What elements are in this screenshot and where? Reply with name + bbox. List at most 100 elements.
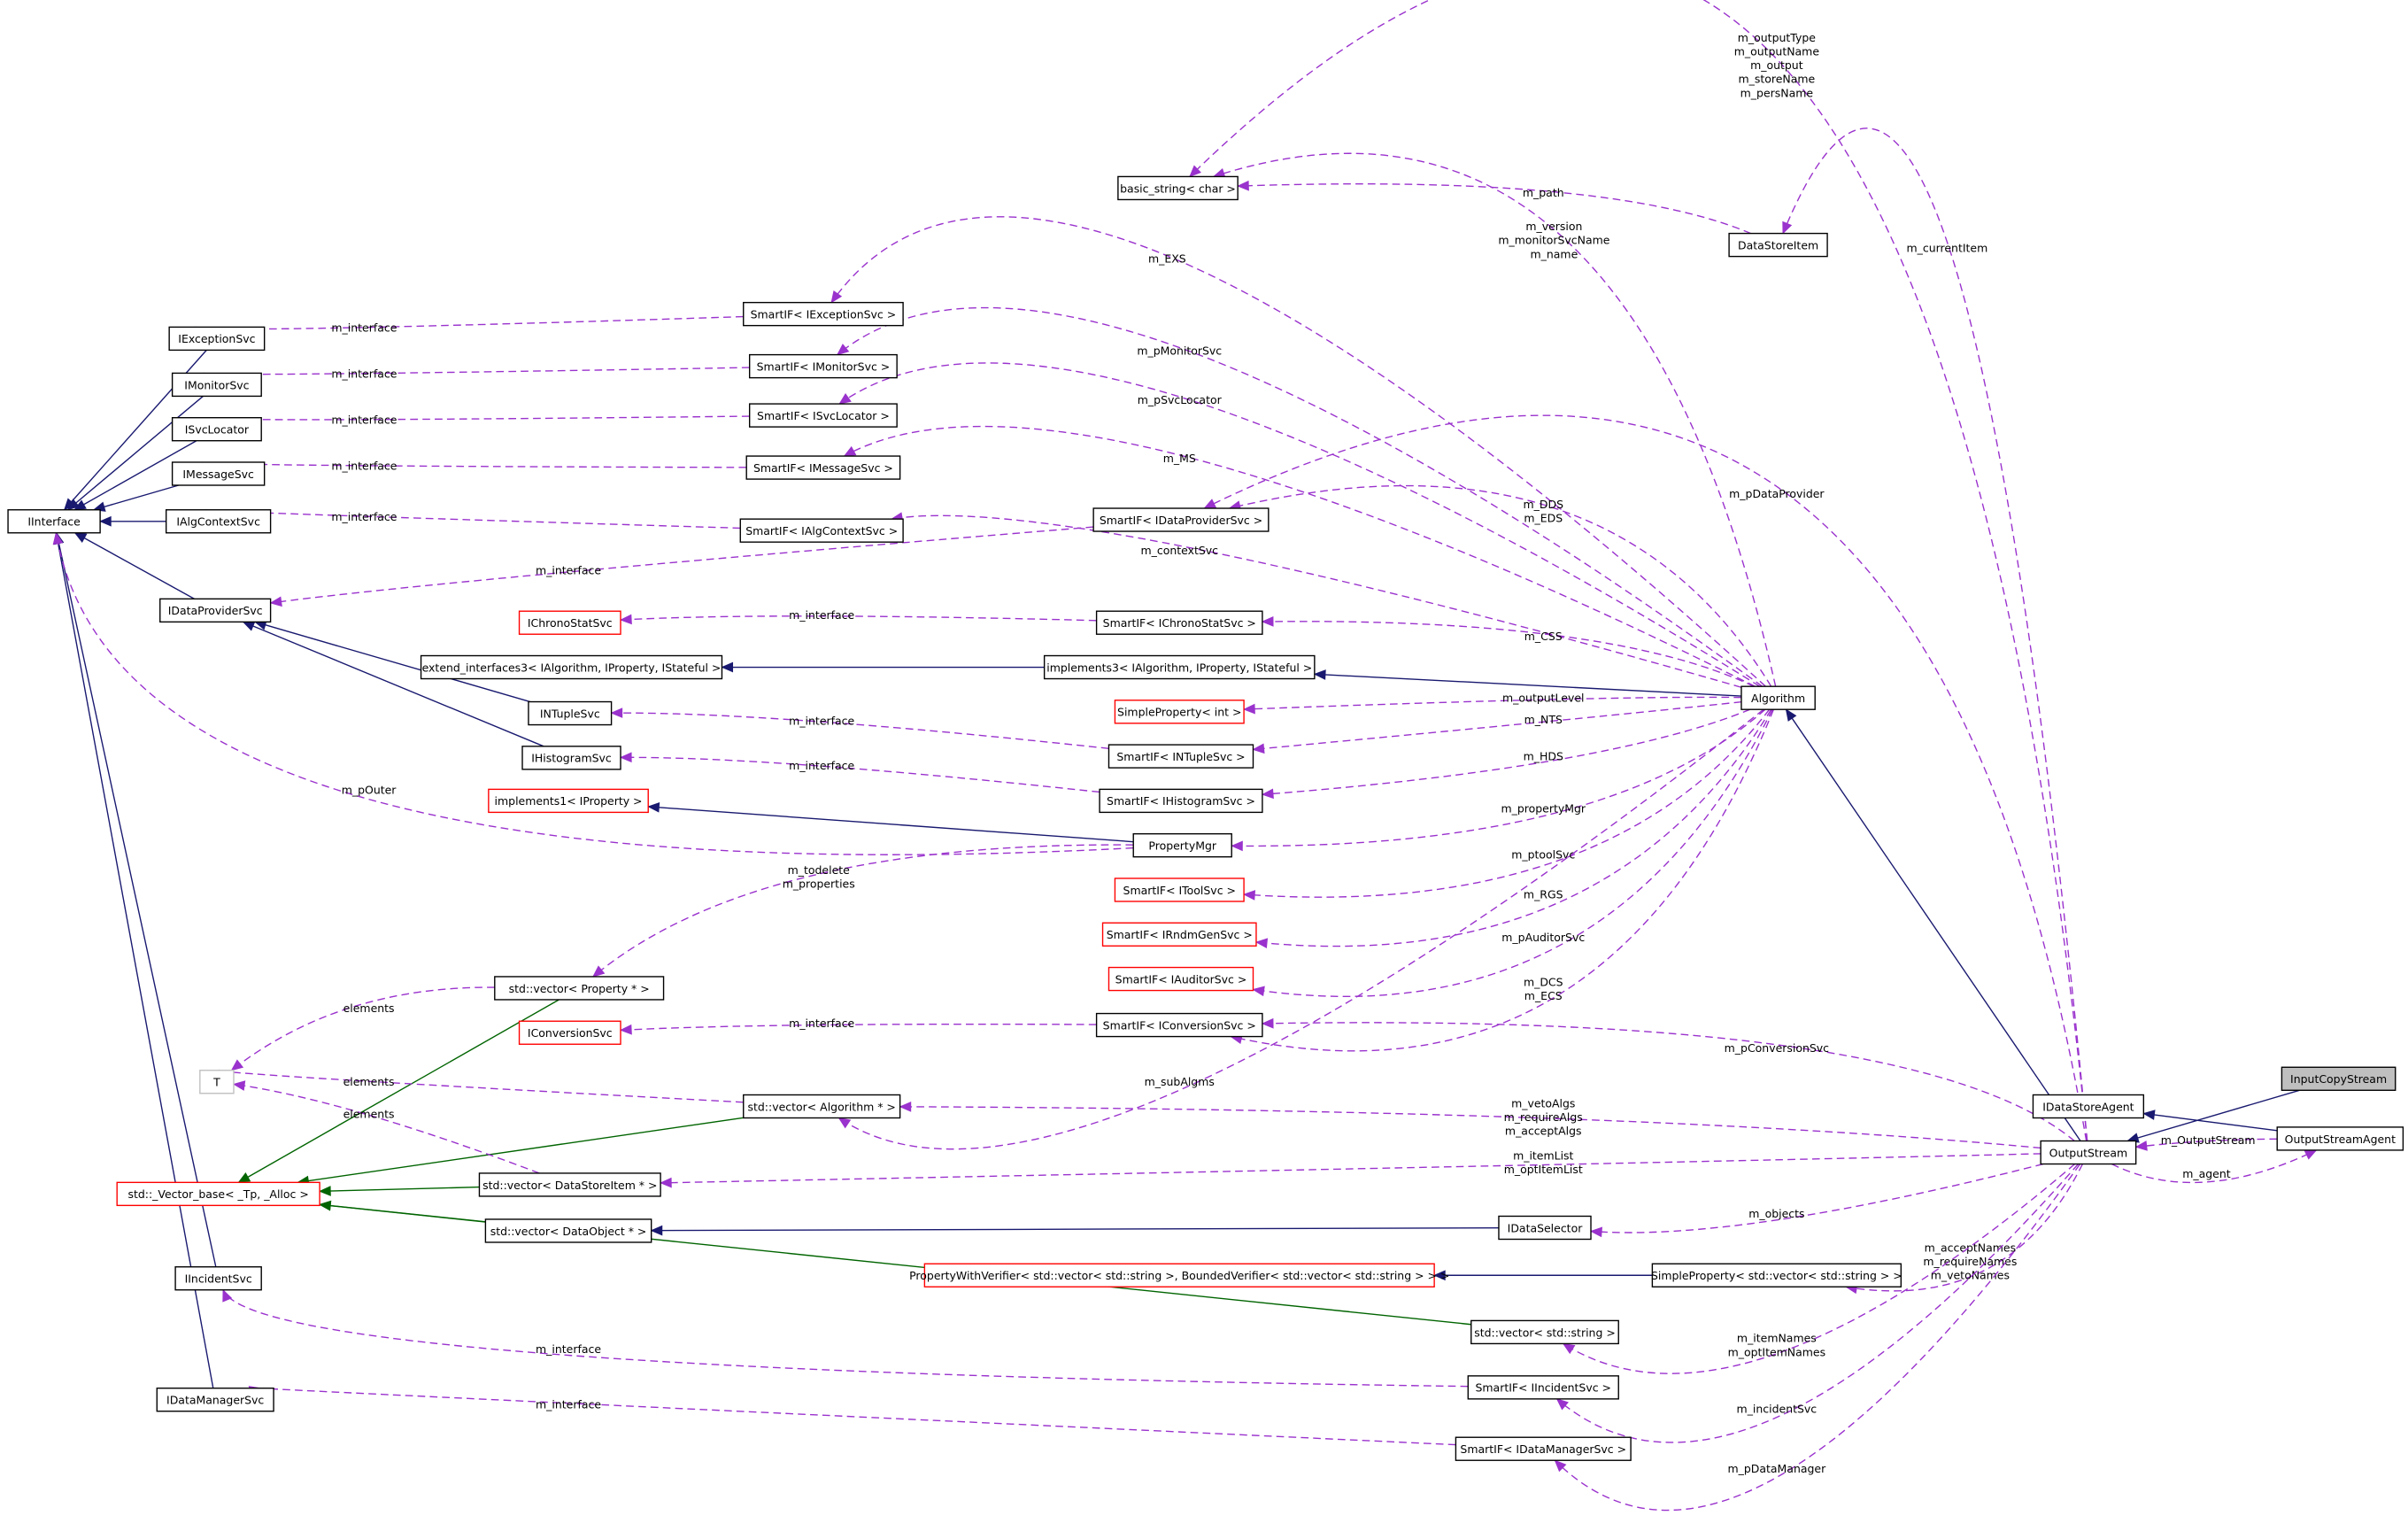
class-box bbox=[171, 372, 262, 398]
edge-line bbox=[830, 216, 1766, 687]
class-node-imon[interactable]: IMonitorSvc bbox=[171, 372, 262, 398]
class-node-ssvc[interactable]: SmartIF< ISvcLocator > bbox=[748, 403, 898, 428]
class-node-ialg[interactable]: IAlgContextSvc bbox=[165, 509, 272, 534]
arrowhead-icon bbox=[1189, 165, 1201, 178]
class-box bbox=[1498, 1215, 1592, 1241]
class-node-t[interactable]: T bbox=[199, 1070, 235, 1094]
class-node-isvc[interactable]: ISvcLocator bbox=[171, 417, 262, 442]
class-node-smon[interactable]: SmartIF< IMonitorSvc > bbox=[748, 353, 898, 379]
edge-line bbox=[1238, 183, 1751, 235]
edge-usage: m_interface bbox=[205, 509, 741, 530]
class-node-ids[interactable]: IDataSelector bbox=[1498, 1215, 1592, 1241]
class-node-smsg[interactable]: SmartIF< IMessageSvc > bbox=[745, 455, 901, 480]
class-name: SmartIF< ISvcLocator > bbox=[757, 409, 890, 422]
edge-line bbox=[233, 1083, 540, 1174]
class-node-dsi[interactable]: DataStoreItem bbox=[1728, 232, 1828, 258]
arrowhead-icon bbox=[1252, 986, 1265, 997]
edge-inherit bbox=[92, 484, 179, 512]
arrowhead-icon bbox=[837, 1117, 852, 1129]
edge-label: m_vetoNames bbox=[1931, 1269, 2010, 1282]
class-node-sau[interactable]: SmartIF< IAuditorSvc > bbox=[1108, 966, 1254, 992]
class-box bbox=[171, 461, 266, 486]
class-node-int[interactable]: INTupleSvc bbox=[528, 700, 613, 726]
edge-inherit bbox=[721, 661, 1045, 673]
class-box bbox=[488, 788, 649, 814]
class-node-srg[interactable]: SmartIF< IRndmGenSvc > bbox=[1101, 922, 1257, 947]
class-node-scv[interactable]: SmartIF< IConversionSvc > bbox=[1095, 1012, 1263, 1038]
class-node-bs[interactable]: basic_string< char > bbox=[1117, 175, 1239, 201]
class-node-alg[interactable]: Algorithm bbox=[1740, 685, 1816, 710]
class-node-va[interactable]: std::vector< Algorithm * > bbox=[743, 1094, 901, 1119]
class-node-sdm[interactable]: SmartIF< IDataManagerSvc > bbox=[1455, 1436, 1632, 1461]
class-name: SmartIF< IDataManagerSvc > bbox=[1460, 1442, 1626, 1456]
class-box bbox=[1467, 1375, 1619, 1400]
class-node-vp[interactable]: std::vector< Property * > bbox=[494, 976, 665, 1001]
arrowhead-icon bbox=[830, 290, 843, 304]
class-node-scs[interactable]: SmartIF< IChronoStatSvc > bbox=[1095, 610, 1263, 635]
class-node-pwv[interactable]: PropertyWithVerifier< std::vector< std::… bbox=[909, 1263, 1449, 1287]
class-name: IIncidentSvc bbox=[185, 1272, 252, 1286]
edge-inherit bbox=[242, 621, 544, 747]
edge-line bbox=[67, 395, 204, 511]
edge-label: m_itemNames bbox=[1737, 1332, 1817, 1345]
edge-line bbox=[899, 1106, 2041, 1149]
class-node-vdo[interactable]: std::vector< DataObject * > bbox=[484, 1218, 652, 1243]
class-node-imsg[interactable]: IMessageSvc bbox=[171, 461, 266, 486]
class-node-os[interactable]: OutputStream bbox=[2040, 1140, 2137, 1165]
class-node-salg[interactable]: SmartIF< IAlgContextSvc > bbox=[739, 518, 904, 543]
class-name: SimpleProperty< int > bbox=[1117, 706, 1241, 719]
edge-line bbox=[651, 1226, 1499, 1232]
class-node-spi[interactable]: SimpleProperty< int > bbox=[1114, 700, 1245, 724]
class-node-osa[interactable]: OutputStreamAgent bbox=[2276, 1126, 2404, 1151]
class-node-sexc[interactable]: SmartIF< IExceptionSvc > bbox=[743, 301, 904, 327]
class-node-imp3[interactable]: implements3< IAlgorithm, IProperty, ISta… bbox=[1043, 654, 1316, 680]
edge-label: m_storeName bbox=[1739, 73, 1816, 86]
edge-usage: m_interface bbox=[269, 526, 1094, 607]
class-node-ics[interactable]: IChronoStatSvc bbox=[518, 610, 621, 635]
edge-usage: m_OutputStream bbox=[2134, 1133, 2278, 1151]
arrowhead-icon bbox=[52, 531, 64, 545]
arrowhead-icon bbox=[222, 1288, 233, 1303]
edge-usage: m_pDataManager bbox=[1554, 1164, 2081, 1512]
class-node-vds[interactable]: std::vector< DataStoreItem * > bbox=[478, 1172, 661, 1197]
class-node-ihs[interactable]: IHistogramSvc bbox=[521, 746, 621, 770]
class-box bbox=[478, 1172, 661, 1197]
class-node-snt[interactable]: SmartIF< INTupleSvc > bbox=[1108, 744, 1254, 769]
class-box bbox=[1092, 507, 1270, 532]
class-node-sts[interactable]: SmartIF< IToolSvc > bbox=[1114, 878, 1245, 902]
class-box bbox=[7, 509, 101, 534]
edge-usage: m_interface bbox=[610, 708, 1109, 749]
edge-line bbox=[1782, 128, 2088, 1141]
class-node-vb[interactable]: std::_Vector_base< _Tp, _Alloc > bbox=[116, 1181, 320, 1207]
class-node-ics2[interactable]: InputCopyStream bbox=[2281, 1066, 2396, 1091]
class-box bbox=[528, 700, 613, 726]
class-node-sdp[interactable]: SmartIF< IDataProviderSvc > bbox=[1092, 507, 1270, 532]
edge-usage: m_interface bbox=[619, 752, 1100, 793]
edge-line bbox=[648, 806, 1134, 843]
class-node-spv[interactable]: SimpleProperty< std::vector< std::string… bbox=[1651, 1263, 1902, 1287]
class-node-vs[interactable]: std::vector< std::string > bbox=[1470, 1319, 1619, 1345]
class-node-idp[interactable]: IDataProviderSvc bbox=[159, 598, 272, 623]
edge-inherit bbox=[1785, 708, 2081, 1141]
class-node-icv[interactable]: IConversionSvc bbox=[518, 1020, 621, 1045]
class-node-iinc[interactable]: IIncidentSvc bbox=[174, 1266, 262, 1291]
class-node-pm[interactable]: PropertyMgr bbox=[1132, 832, 1232, 858]
class-box bbox=[743, 301, 904, 327]
class-name: SmartIF< IMessageSvc > bbox=[753, 461, 893, 475]
class-node-sinc[interactable]: SmartIF< IIncidentSvc > bbox=[1467, 1375, 1619, 1400]
edge-line bbox=[1262, 708, 1750, 795]
class-node-ii[interactable]: IInterface bbox=[7, 509, 101, 534]
class-node-imp1[interactable]: implements1< IProperty > bbox=[488, 788, 649, 814]
class-node-shs[interactable]: SmartIF< IHistogramSvc > bbox=[1099, 788, 1263, 814]
class-node-iexc[interactable]: IExceptionSvc bbox=[168, 326, 266, 352]
class-node-idm[interactable]: IDataManagerSvc bbox=[156, 1388, 274, 1412]
class-box bbox=[156, 1388, 274, 1412]
class-node-idsa[interactable]: IDataStoreAgent bbox=[2032, 1094, 2145, 1119]
class-node-ei3[interactable]: extend_interfaces3< IAlgorithm, IPropert… bbox=[420, 654, 723, 680]
arrowhead-icon bbox=[1254, 938, 1269, 949]
edge-line bbox=[611, 712, 1109, 749]
edge-line bbox=[218, 1070, 744, 1103]
arrowhead-icon bbox=[73, 532, 88, 543]
